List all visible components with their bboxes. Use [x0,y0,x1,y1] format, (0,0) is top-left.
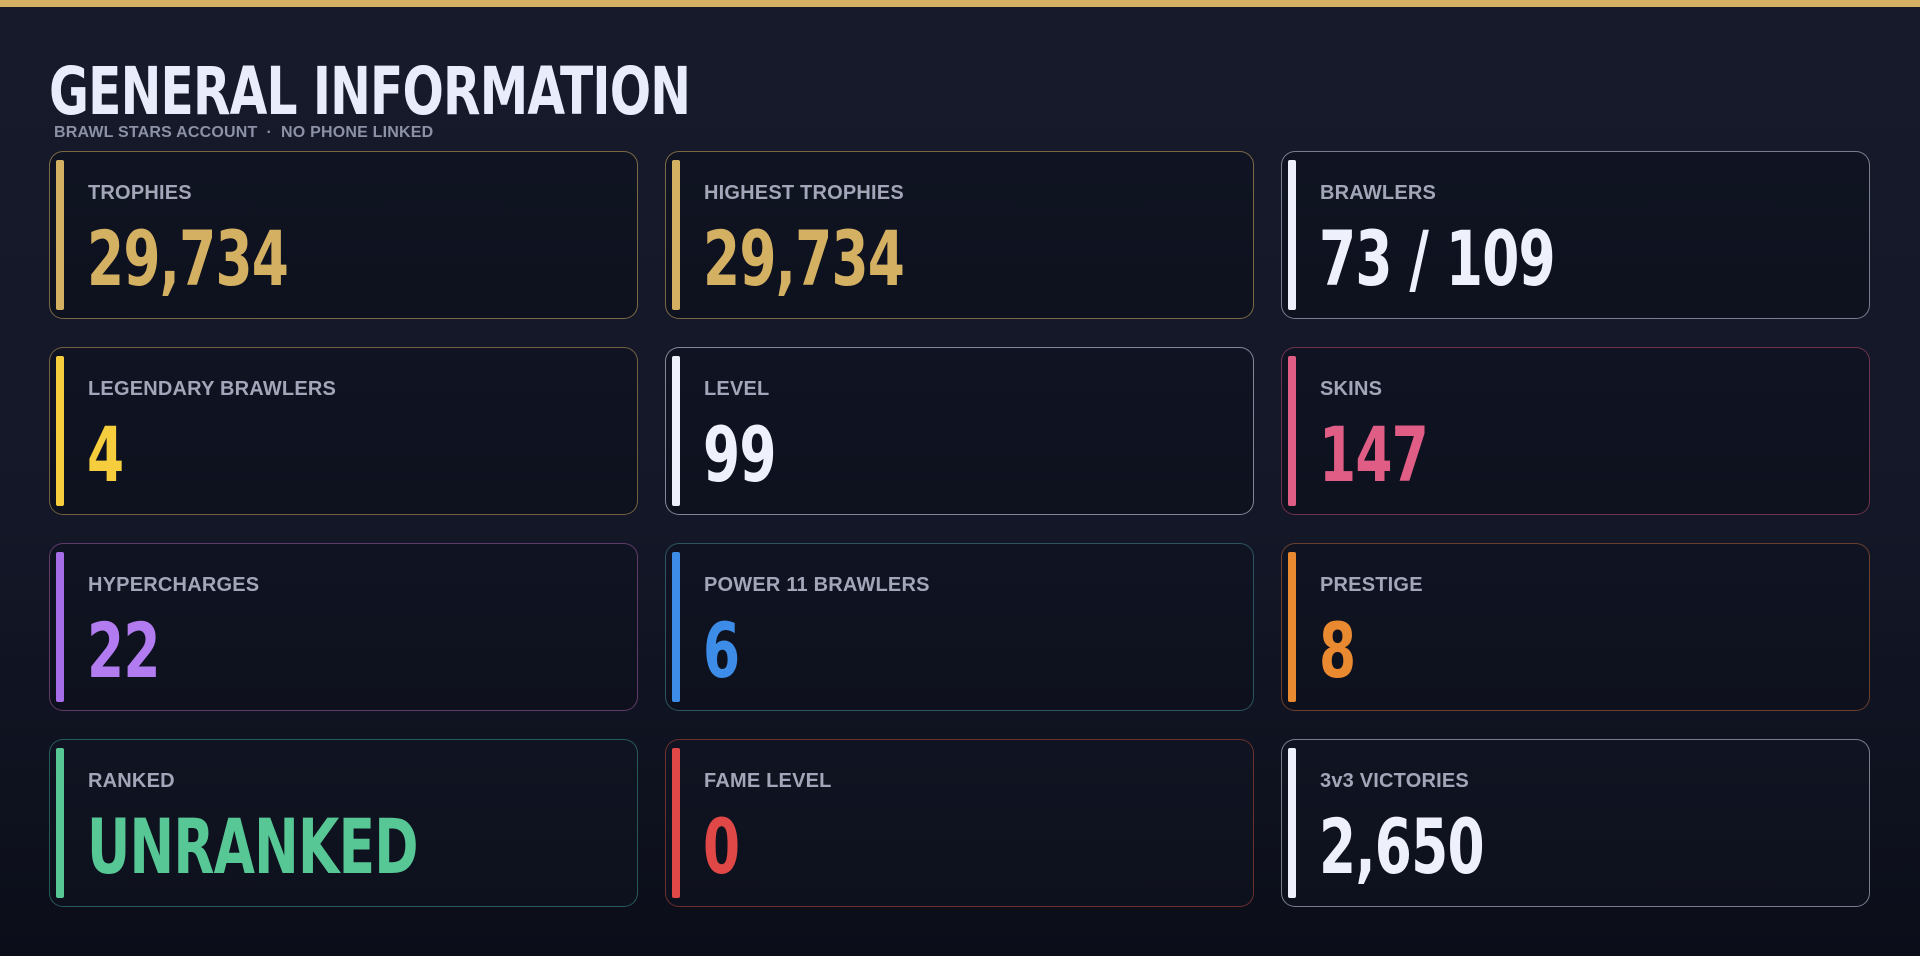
stat-card-trophies: TROPHIES 29,734 [49,151,638,319]
account-type-text: BRAWL STARS ACCOUNT [54,124,258,141]
stat-card-legendary-brawlers: LEGENDARY BRAWLERS 4 [49,347,638,515]
card-accent-bar [1288,748,1296,898]
card-accent-bar [672,356,680,506]
stat-label: BRAWLERS [1320,182,1437,204]
card-accent-bar [1288,552,1296,702]
stat-label: 3v3 VICTORIES [1320,770,1469,792]
stat-card-brawlers: BRAWLERS 73 / 109 [1281,151,1870,319]
stat-label: HYPERCHARGES [88,574,260,596]
stat-label: SKINS [1320,378,1383,400]
stat-label: HIGHEST TROPHIES [704,182,904,204]
stat-value: 29,734 [87,214,289,303]
stat-value: 8 [1319,606,1356,695]
card-accent-bar [672,552,680,702]
stat-label: RANKED [88,770,175,792]
stat-value: 6 [703,606,740,695]
page-subtitle: BRAWL STARS ACCOUNT · NO PHONE LINKED [54,124,433,142]
stat-value: UNRANKED [87,802,419,891]
stat-value: 4 [87,410,124,499]
stats-grid: TROPHIES 29,734 HIGHEST TROPHIES 29,734 … [49,151,1870,907]
stat-label: PRESTIGE [1320,574,1423,596]
stat-value: 29,734 [703,214,905,303]
card-accent-bar [672,160,680,310]
card-accent-bar [1288,160,1296,310]
stat-value: 0 [703,802,740,891]
subtitle-separator: · [266,124,273,141]
stat-card-prestige: PRESTIGE 8 [1281,543,1870,711]
page-title: GENERAL INFORMATION [49,53,691,130]
stat-label: POWER 11 BRAWLERS [704,574,930,596]
stat-card-level: LEVEL 99 [665,347,1254,515]
stat-label: FAME LEVEL [704,770,832,792]
stat-card-hypercharges: HYPERCHARGES 22 [49,543,638,711]
card-accent-bar [56,160,64,310]
stat-value: 22 [87,606,160,695]
stat-value: 73 / 109 [1319,214,1556,303]
page-header: GENERAL INFORMATION BRAWL STARS ACCOUNT ·… [49,53,831,142]
stat-label: TROPHIES [88,182,192,204]
stat-card-power-11-brawlers: POWER 11 BRAWLERS 6 [665,543,1254,711]
card-accent-bar [672,748,680,898]
stat-label: LEVEL [704,378,770,400]
stat-card-3v3-victories: 3v3 VICTORIES 2,650 [1281,739,1870,907]
stat-card-ranked: RANKED UNRANKED [49,739,638,907]
stat-value: 99 [703,410,776,499]
card-accent-bar [56,748,64,898]
stat-value: 2,650 [1319,802,1485,891]
stat-card-skins: SKINS 147 [1281,347,1870,515]
card-accent-bar [56,552,64,702]
card-accent-bar [1288,356,1296,506]
stat-card-fame-level: FAME LEVEL 0 [665,739,1254,907]
top-accent-bar [0,0,1920,7]
stat-label: LEGENDARY BRAWLERS [88,378,337,400]
card-accent-bar [56,356,64,506]
phone-status-text: NO PHONE LINKED [281,124,434,141]
stat-card-highest-trophies: HIGHEST TROPHIES 29,734 [665,151,1254,319]
stat-value: 147 [1319,410,1429,499]
